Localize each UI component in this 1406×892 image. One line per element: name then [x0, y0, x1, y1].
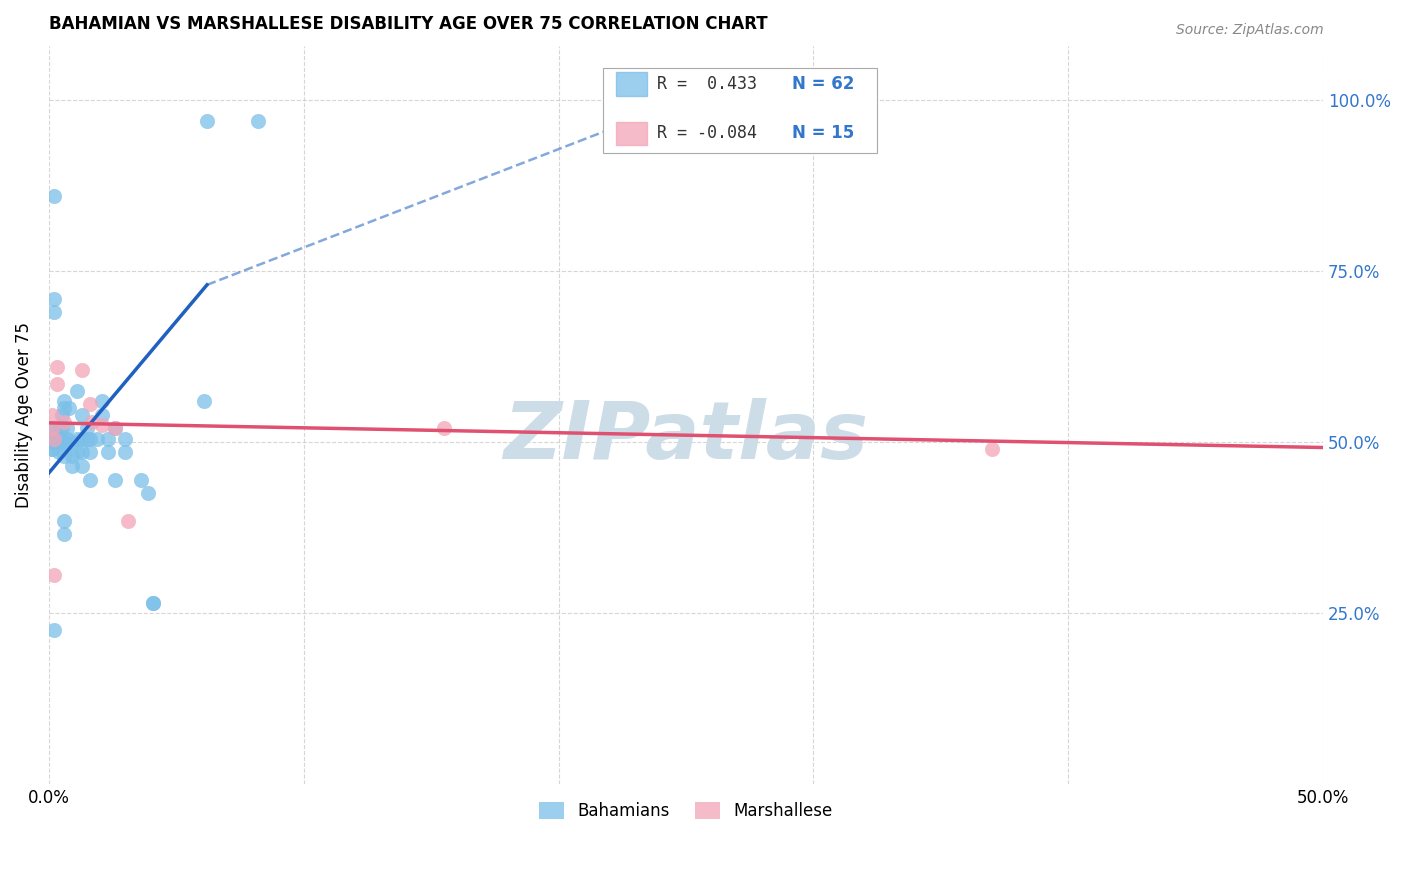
Point — [51, 408, 73, 422]
Text: R =  0.433: R = 0.433 — [657, 75, 756, 93]
Point — [53, 449, 76, 463]
Point — [45, 376, 67, 391]
Point — [42, 432, 65, 446]
FancyBboxPatch shape — [616, 72, 647, 95]
Point — [60, 458, 83, 473]
Point — [246, 113, 269, 128]
Point — [104, 421, 127, 435]
Point — [433, 421, 456, 435]
Point — [97, 445, 120, 459]
Point — [129, 473, 152, 487]
Point — [42, 189, 65, 203]
Point — [66, 432, 89, 446]
Point — [79, 397, 101, 411]
Point — [53, 527, 76, 541]
Point — [70, 408, 93, 422]
Point — [41, 421, 63, 435]
Point — [76, 421, 98, 435]
Point — [76, 432, 98, 446]
Point — [41, 435, 63, 450]
FancyBboxPatch shape — [616, 121, 647, 145]
Point — [91, 417, 114, 432]
Point — [104, 421, 127, 435]
Point — [70, 432, 93, 446]
Point — [41, 421, 63, 435]
Point — [53, 401, 76, 415]
Point — [41, 435, 63, 450]
Y-axis label: Disability Age Over 75: Disability Age Over 75 — [15, 322, 32, 508]
Point — [42, 305, 65, 319]
Point — [79, 432, 101, 446]
Point — [117, 514, 139, 528]
Point — [41, 435, 63, 450]
Point — [48, 421, 70, 435]
Point — [53, 394, 76, 409]
Point — [70, 445, 93, 459]
Point — [195, 113, 218, 128]
Text: BAHAMIAN VS MARSHALLESE DISABILITY AGE OVER 75 CORRELATION CHART: BAHAMIAN VS MARSHALLESE DISABILITY AGE O… — [49, 15, 768, 33]
Point — [51, 435, 73, 450]
Point — [45, 435, 67, 450]
Point — [193, 394, 215, 409]
Point — [42, 292, 65, 306]
Point — [42, 623, 65, 637]
Point — [41, 435, 63, 450]
Point — [79, 445, 101, 459]
Point — [79, 473, 101, 487]
Text: N = 15: N = 15 — [792, 125, 853, 143]
Point — [70, 458, 93, 473]
Point — [41, 421, 63, 435]
Point — [41, 408, 63, 422]
Legend: Bahamians, Marshallese: Bahamians, Marshallese — [533, 796, 839, 827]
Point — [114, 445, 136, 459]
Point — [980, 442, 1002, 456]
FancyBboxPatch shape — [603, 68, 877, 153]
Point — [45, 359, 67, 374]
Point — [53, 435, 76, 450]
Point — [114, 432, 136, 446]
Point — [42, 568, 65, 582]
Point — [70, 363, 93, 377]
Point — [60, 449, 83, 463]
Text: R = -0.084: R = -0.084 — [657, 125, 756, 143]
Point — [97, 432, 120, 446]
Point — [51, 421, 73, 435]
Point — [142, 596, 165, 610]
Point — [41, 435, 63, 450]
Point — [56, 421, 79, 435]
Point — [91, 394, 114, 409]
Point — [41, 435, 63, 450]
Point — [41, 442, 63, 456]
Point — [86, 432, 108, 446]
Point — [56, 432, 79, 446]
Point — [66, 445, 89, 459]
Point — [60, 435, 83, 450]
Point — [91, 408, 114, 422]
Point — [53, 415, 76, 429]
Text: Source: ZipAtlas.com: Source: ZipAtlas.com — [1175, 23, 1323, 37]
Point — [58, 401, 80, 415]
Point — [82, 415, 104, 429]
Point — [51, 432, 73, 446]
Text: N = 62: N = 62 — [792, 75, 855, 93]
Point — [41, 442, 63, 456]
Point — [104, 473, 127, 487]
Point — [48, 435, 70, 450]
Point — [53, 514, 76, 528]
Point — [66, 384, 89, 398]
Text: ZIPatlas: ZIPatlas — [503, 398, 869, 475]
Point — [138, 486, 160, 500]
Point — [48, 445, 70, 459]
Point — [142, 596, 165, 610]
